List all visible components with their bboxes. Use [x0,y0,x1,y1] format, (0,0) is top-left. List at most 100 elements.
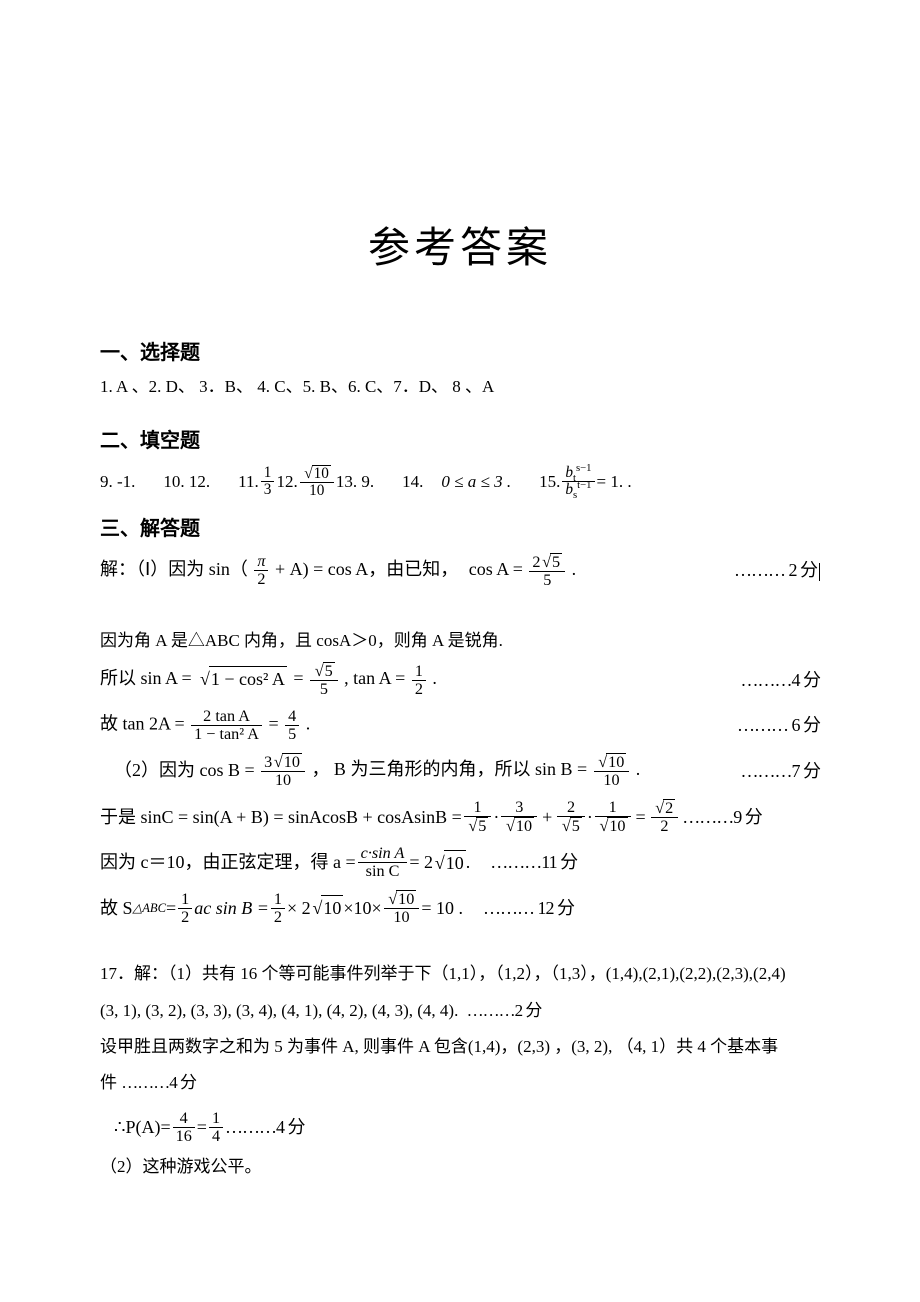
q17-l5-f1n: 4 [173,1110,195,1127]
q11-frac: 1 3 [261,465,275,498]
q16-line5-content: （2）因为 cos B = 310 10 ， B 为三角形的内角，所以 sin … [100,753,640,789]
q15-num-base: b [565,464,573,481]
q16-l6-t1ar: 5 [476,817,488,835]
section-3-heading: 三、解答题 [100,515,820,543]
q10: 10. 12. [163,470,210,494]
q16-l3-root: 1 − cos² A [198,666,287,692]
q16-l1-frac: π 2 [254,553,268,588]
fill-blank-row: 9. -1. 10. 12. 11. 1 3 12. 10 10 13. 9. … [100,465,820,499]
q16-l5-mid: ， B 为三角形的内角，所以 sin B = [311,760,587,780]
q16-line6: 于是 sinC = sin(A + B) = sinAcosB + cosAsi… [100,799,820,835]
q16-l6-t1an: 1 [464,799,492,816]
q16-l5-f1: 310 10 [261,753,305,789]
q16-l1-den: 2 [254,570,268,588]
q16-l5-rad2: 10 [606,753,626,771]
q16-l7-pre: 因为 c＝10，由正弦定理，得 a = [100,850,356,875]
q17-line5: ∴P(A)= 4 16 = 1 4 ………4 分 [100,1110,820,1145]
q16-l8-f2n: 1 [271,891,285,908]
q16-l7-fn: c·sin A [358,845,408,862]
q16-l5-pre: （2）因为 cos B = [100,760,255,780]
q16-l6-pre: 于是 sinC = sin(A + B) = sinAcosB + cosAsi… [100,805,462,830]
q16-l6-resr: 2 [663,799,675,817]
q16-l6-plus: + [542,805,552,830]
q16-l3-tannum: 1 [412,663,426,680]
q16-l1-cos: cos A = [469,559,523,579]
q16-l3-tan: 1 2 [412,663,426,698]
q16-l4-tail: . [306,714,311,734]
q16-l4-f2: 4 5 [285,708,299,743]
q16-line5: （2）因为 cos B = 310 10 ， B 为三角形的内角，所以 sin … [100,753,820,789]
q16-l6-t1b: 3 10 [501,799,537,835]
q16-score4: ………7 分 [741,759,821,784]
q16-l6-t1a: 1 5 [464,799,492,835]
q15-tail: = 1. . [597,470,632,494]
q12-num-rad: 10 [312,465,331,482]
q16-l6-t1ad: 5 [464,816,492,835]
q16-l6-t1bd: 10 [501,816,537,835]
q12-label: 12. [276,470,297,494]
q16-l3-tanden: 2 [412,680,426,698]
q16-l6-dot2: · [587,805,593,830]
q16-l4-f2d: 5 [285,725,299,743]
q16-l7-f: c·sin A sin C [358,845,408,880]
q16-score5: ………9 分 [682,805,762,830]
q16-l8-rad1: 10 [321,895,343,921]
q12-den: 10 [300,482,334,499]
q16-l8-mid1: ac sin B = [194,896,269,921]
q16-l4-eq: = [268,714,278,734]
q12-num: 10 [300,465,334,482]
q16-l6-resd: 2 [651,817,679,835]
q16-l6-t2bn: 1 [595,799,631,816]
q16-l8-f1d: 2 [178,908,192,926]
q16-l8-tail: = 10 . [421,896,463,921]
q16-l7-eq: = 2 [409,850,433,875]
q17-l2a: (3, 1), (3, 2), (3, 3), (3, 4), (4, 1), … [100,1001,458,1020]
q15-den-sup: t−1 [577,479,591,491]
q16-l6-t2an: 2 [557,799,585,816]
q16-l4-pre: 故 tan 2A = [100,714,185,734]
q16-l6-t2ad: 5 [557,816,585,835]
q17-line1: 17．解：（1）共有 16 个等可能事件列举于下（1,1），（1,2），（1,3… [100,958,820,990]
q16-l4-f2n: 4 [285,708,299,725]
q16-l5-f1d: 10 [261,771,305,789]
q16-l3-fden: 5 [310,680,338,698]
q11-label: 11. [238,470,259,494]
q16-l8-f3r: 10 [396,890,416,908]
q16-l6-t2b: 1 10 [595,799,631,835]
q16-l6-t2bd: 10 [595,816,631,835]
q16-l7-fd: sin C [358,862,408,880]
q16-l8-sqrt1: 10 [311,895,344,921]
q17-l5-f2n: 1 [209,1110,223,1127]
q17-l4s: ………4 分 [121,1073,196,1092]
q16-l1-cosfrac: 25 5 [529,553,565,589]
q15-num-sup: s−1 [576,462,592,474]
mc-answers: 1. A 、2. D、 3．B、 4. C、5. B、6. C、7．D、 8 、… [100,375,820,399]
q14-label: 14. [402,470,423,494]
q16-l4-f1n: 2 tan A [191,708,262,725]
q16-l6-t2ar: 5 [570,817,582,835]
q16-l6-t2a: 2 5 [557,799,585,835]
q16-l8-f2d: 2 [271,908,285,926]
q11-den: 3 [261,481,275,498]
q16-l8-f2: 1 2 [271,891,285,926]
q16-line1: 解：（Ⅰ）因为 sin（ π 2 + A) = cos A，由已知， cos A… [100,553,820,589]
q16-l6-t1bn: 3 [501,799,537,816]
q16-l5-f2n: 10 [594,753,630,771]
q16-l5-f2d: 10 [594,771,630,789]
q15-label: 15. [539,470,560,494]
q16-l1-cosrad: 5 [550,553,562,571]
q16-line3-content: 所以 sin A = 1 − cos² A = 5 5 , tan A = 1 … [100,662,437,698]
q16-score6: ………11 分 [490,850,577,875]
q17-l5-f2: 1 4 [209,1110,223,1145]
q16-l6-t1br: 10 [514,817,534,835]
q16-l3-frac: 5 5 [310,662,338,698]
q16-l3-tail: . [432,669,437,689]
q16-l3-eq: = [293,669,303,689]
q16-l3-com: , tan A = [344,669,405,689]
q17-l5-eq: = [197,1115,207,1140]
q16-l5-f1n: 310 [261,753,305,771]
q16-line7: 因为 c＝10，由正弦定理，得 a = c·sin A sin C = 2 10… [100,845,820,880]
q16-l7-rad: 10 [444,850,466,876]
q17-l5-score: ………4 分 [225,1115,305,1140]
q16-l8-eq1: = [166,896,176,921]
